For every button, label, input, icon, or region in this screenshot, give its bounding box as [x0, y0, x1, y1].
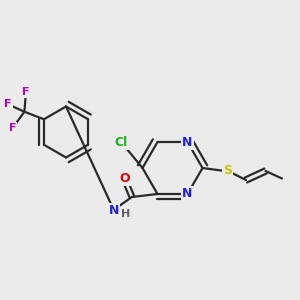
Text: F: F — [9, 123, 16, 133]
Text: N: N — [182, 188, 193, 200]
Text: H: H — [121, 209, 130, 219]
Text: O: O — [119, 172, 130, 185]
Text: N: N — [182, 136, 193, 148]
Text: N: N — [109, 204, 119, 217]
Text: S: S — [224, 164, 232, 178]
Text: F: F — [4, 99, 12, 109]
Text: F: F — [22, 87, 30, 97]
Text: Cl: Cl — [115, 136, 128, 149]
